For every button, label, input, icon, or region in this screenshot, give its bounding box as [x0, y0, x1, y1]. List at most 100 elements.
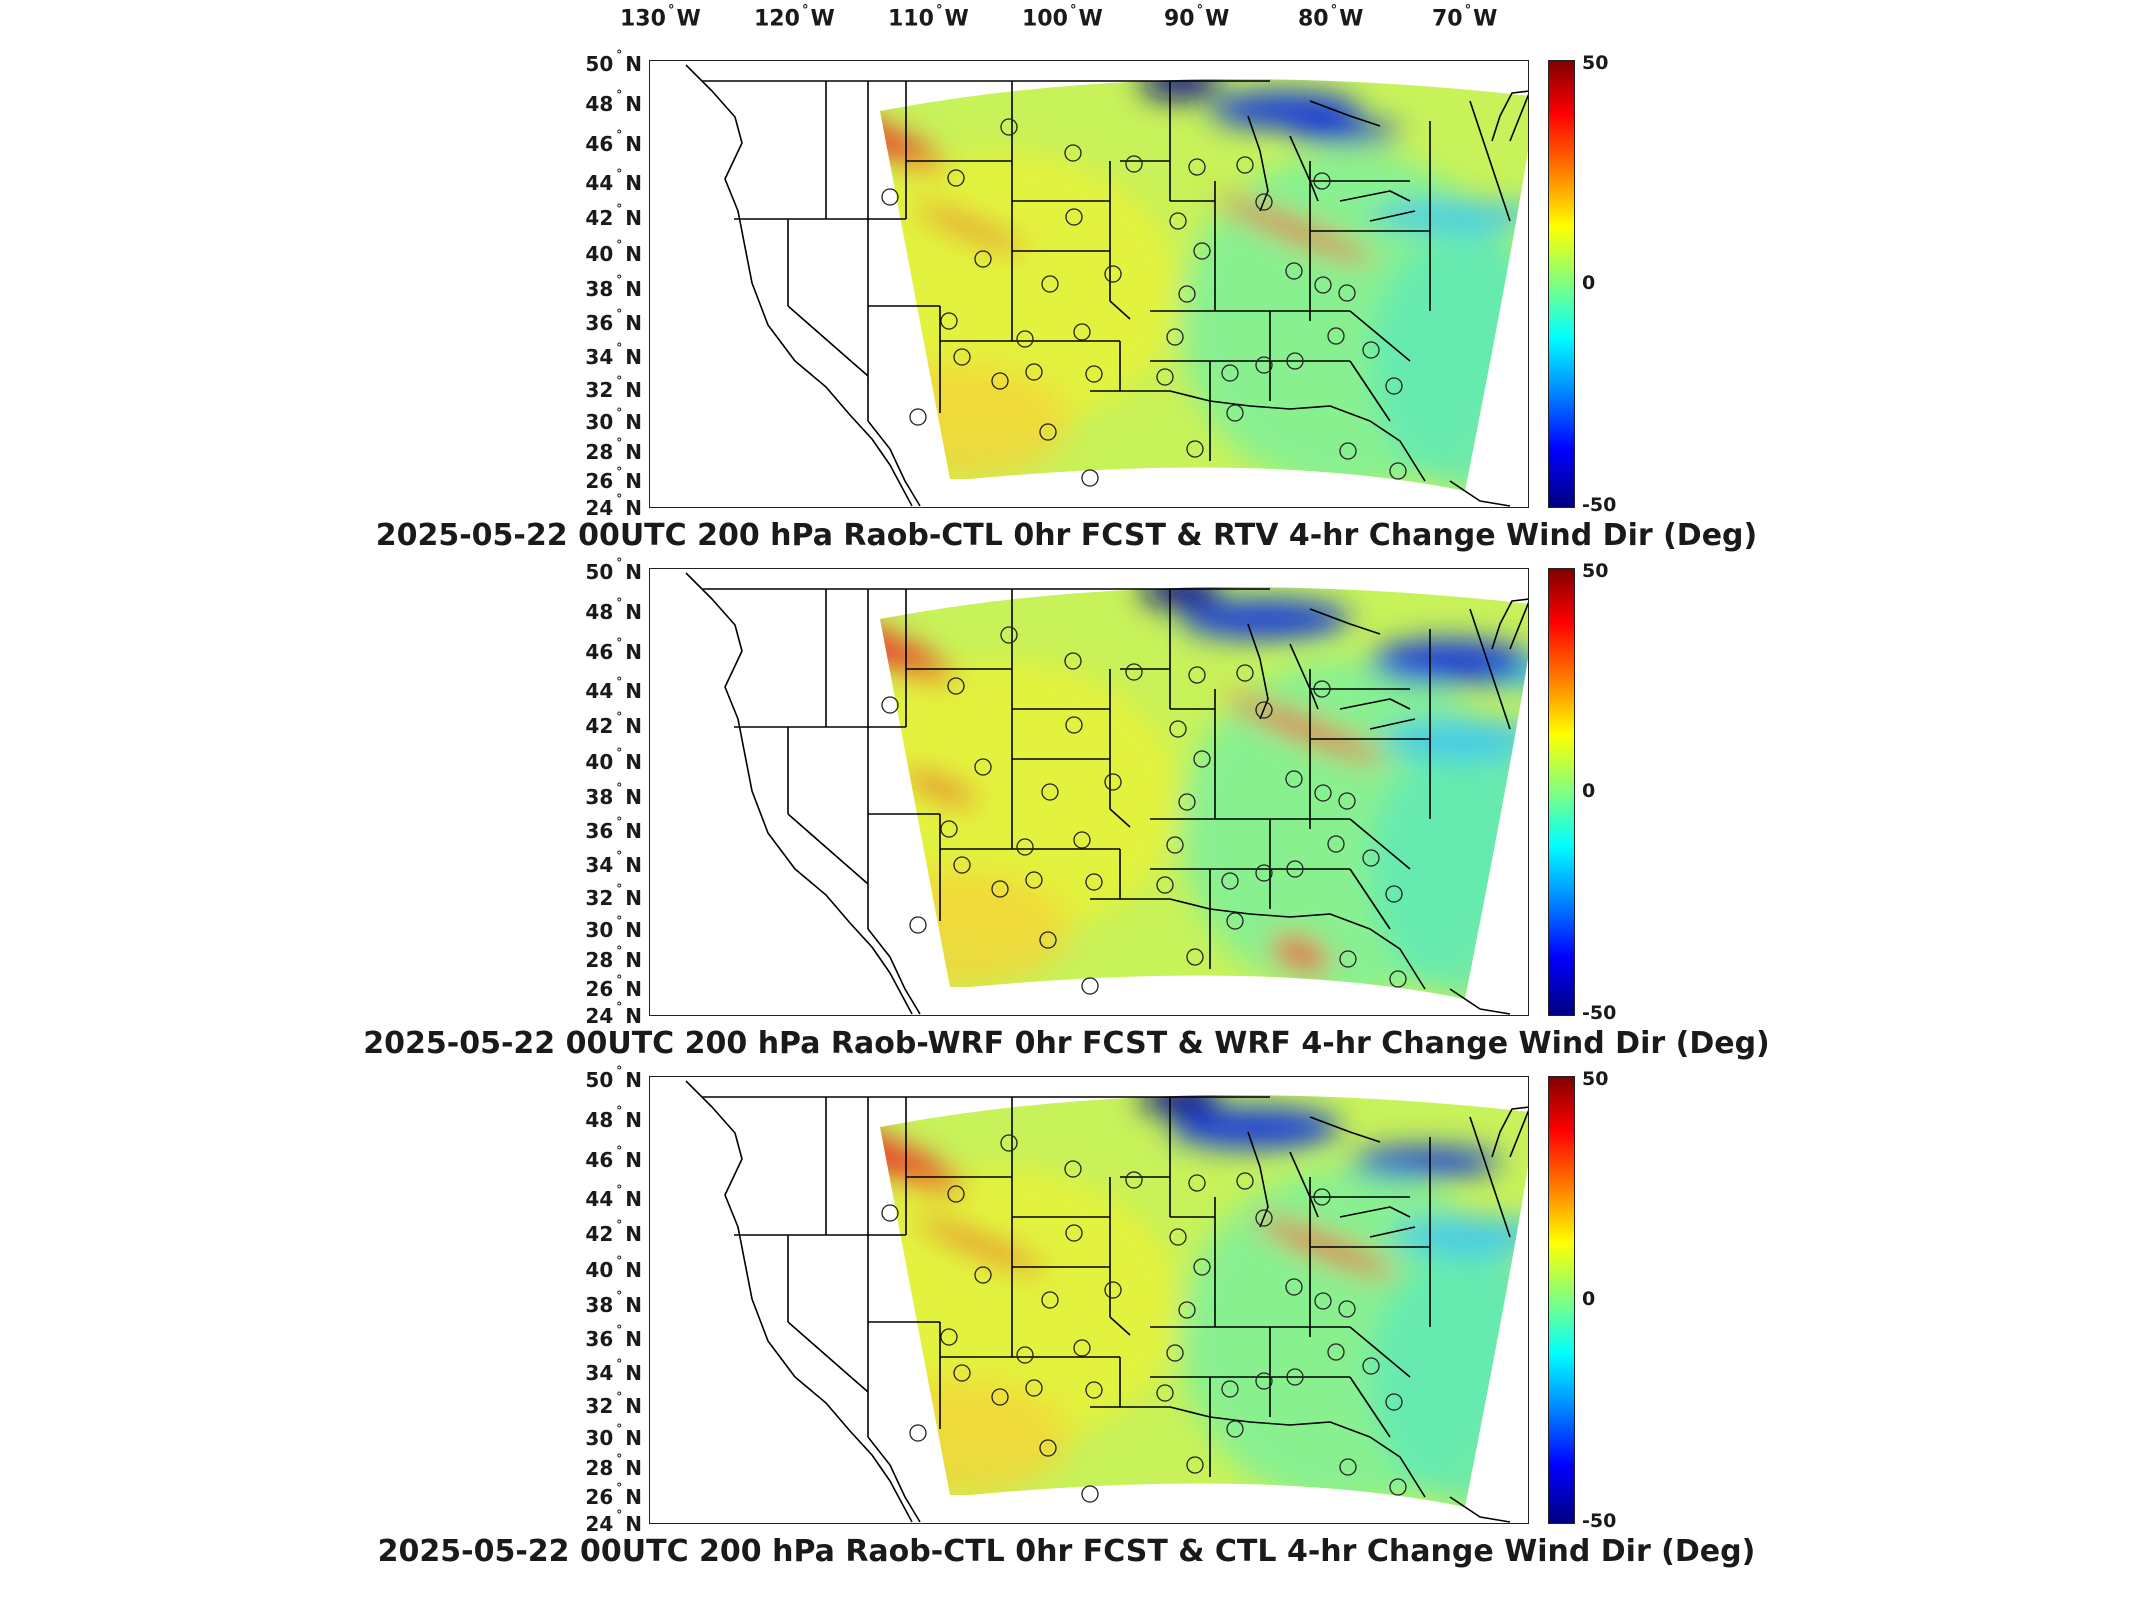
raob-station-marker — [974, 758, 992, 776]
raob-station-marker — [1314, 784, 1332, 802]
wind-field — [880, 79, 1528, 491]
raob-station-marker — [1385, 1393, 1403, 1411]
lat-label: 44 ° N — [585, 167, 642, 195]
map-panel: 50 ° N 48 ° N 46 ° N 44 ° N 42 ° N 40 ° N 38 ° N 36 ° N 34 ° N 32 ° N… — [0, 556, 2133, 1078]
lon-label: 130 °W — [620, 3, 701, 32]
wind-direction-map — [685, 572, 1528, 1015]
raob-station-marker — [974, 1266, 992, 1284]
raob-station-marker — [1188, 666, 1206, 684]
raob-station-marker — [909, 916, 927, 934]
lon-label: 70 °W — [1432, 3, 1498, 32]
longitude-axis: 130 °W 120 °W 110 °W 100 °W 90 °W 80 °W 70 °W — [0, 0, 2133, 40]
raob-station-marker — [1081, 469, 1099, 487]
raob-station-marker — [1081, 1485, 1099, 1503]
raob-station-marker — [1104, 1281, 1122, 1299]
wind-direction-map — [685, 1080, 1528, 1523]
raob-station-marker — [1314, 276, 1332, 294]
raob-station-marker — [1041, 275, 1059, 293]
colorbar-tick-label: 0 — [1582, 1288, 1596, 1310]
state-boundaries — [685, 1080, 1528, 1523]
raob-station-marker — [1188, 158, 1206, 176]
raob-station-marker — [940, 820, 958, 838]
lat-label: 42 ° N — [585, 710, 642, 738]
lat-label: 46 ° N — [585, 128, 642, 156]
raob-station-marker — [1255, 701, 1273, 719]
raob-station-marker — [974, 250, 992, 268]
raob-station-marker — [1193, 242, 1211, 260]
raob-station-marker — [1000, 626, 1018, 644]
raob-station-marker — [1025, 871, 1043, 889]
raob-station-marker — [991, 880, 1009, 898]
lon-label: 100 °W — [1022, 3, 1103, 32]
lat-label: 24 ° N — [585, 1508, 642, 1536]
raob-station-marker — [1085, 365, 1103, 383]
raob-station-marker — [1081, 977, 1099, 995]
raob-station-marker — [1065, 716, 1083, 734]
wind-direction-map — [685, 64, 1528, 507]
raob-station-marker — [1064, 144, 1082, 162]
lat-label: 48 ° N — [585, 88, 642, 116]
raob-station-marker — [1327, 835, 1345, 853]
raob-station-marker — [1314, 1292, 1332, 1310]
state-boundaries — [685, 64, 1528, 507]
raob-station-marker — [1193, 750, 1211, 768]
colorbar-tick-label: -50 — [1582, 1510, 1617, 1532]
raob-station-marker — [1073, 323, 1091, 341]
lat-label: 48 ° N — [585, 596, 642, 624]
lat-label: 40 ° N — [585, 1254, 642, 1282]
colorbar-tick-label: 50 — [1582, 1068, 1609, 1090]
raob-station-marker — [1389, 462, 1407, 480]
raob-station-marker — [1339, 442, 1357, 460]
raob-station-marker — [1041, 783, 1059, 801]
raob-station-marker — [1104, 265, 1122, 283]
raob-station-marker — [1073, 831, 1091, 849]
raob-station-marker — [1236, 156, 1254, 174]
raob-station-marker — [953, 856, 971, 874]
raob-station-marker — [1064, 652, 1082, 670]
lat-label: 38 ° N — [585, 781, 642, 809]
raob-station-marker — [991, 372, 1009, 390]
raob-station-marker — [1226, 404, 1244, 422]
lat-label: 40 ° N — [585, 238, 642, 266]
raob-station-marker — [1016, 330, 1034, 348]
raob-station-marker — [1186, 1456, 1204, 1474]
lat-label: 28 ° N — [585, 1452, 642, 1480]
raob-station-marker — [1327, 1343, 1345, 1361]
raob-station-marker — [1025, 1379, 1043, 1397]
lon-label: 90 °W — [1164, 3, 1230, 32]
raob-station-markers — [881, 626, 1407, 995]
raob-station-marker — [1065, 208, 1083, 226]
raob-station-marker — [1125, 1171, 1143, 1189]
raob-station-marker — [1016, 838, 1034, 856]
raob-station-marker — [1169, 720, 1187, 738]
raob-station-marker — [1285, 770, 1303, 788]
lon-label: 110 °W — [888, 3, 969, 32]
raob-station-marker — [909, 1424, 927, 1442]
panel-title: 2025-05-22 00UTC 200 hPa Raob-WRF 0hr FC… — [363, 1026, 1770, 1061]
raob-station-marker — [947, 169, 965, 187]
state-boundaries — [685, 572, 1528, 1015]
raob-station-marker — [1064, 1160, 1082, 1178]
lat-label: 32 ° N — [585, 1390, 642, 1418]
lat-label: 36 ° N — [585, 1323, 642, 1351]
lat-label: 32 ° N — [585, 882, 642, 910]
lat-label: 38 ° N — [585, 273, 642, 301]
map-area — [649, 60, 1529, 508]
wind-field — [880, 1095, 1528, 1507]
raob-station-marker — [1236, 1172, 1254, 1190]
raob-station-marker — [1385, 377, 1403, 395]
raob-station-marker — [1286, 1368, 1304, 1386]
raob-station-marker — [1255, 1209, 1273, 1227]
lon-label: 80 °W — [1298, 3, 1364, 32]
colorbar — [1548, 1076, 1575, 1524]
colorbar — [1548, 568, 1575, 1016]
raob-station-marker — [1327, 327, 1345, 345]
colorbar-tick-label: -50 — [1582, 494, 1617, 516]
raob-station-marker — [1362, 849, 1380, 867]
lon-label: 120 °W — [754, 3, 835, 32]
lat-label: 44 ° N — [585, 675, 642, 703]
colorbar-tick-label: -50 — [1582, 1002, 1617, 1024]
lat-label: 32 ° N — [585, 374, 642, 402]
lat-label: 36 ° N — [585, 815, 642, 843]
map-area — [649, 568, 1529, 1016]
